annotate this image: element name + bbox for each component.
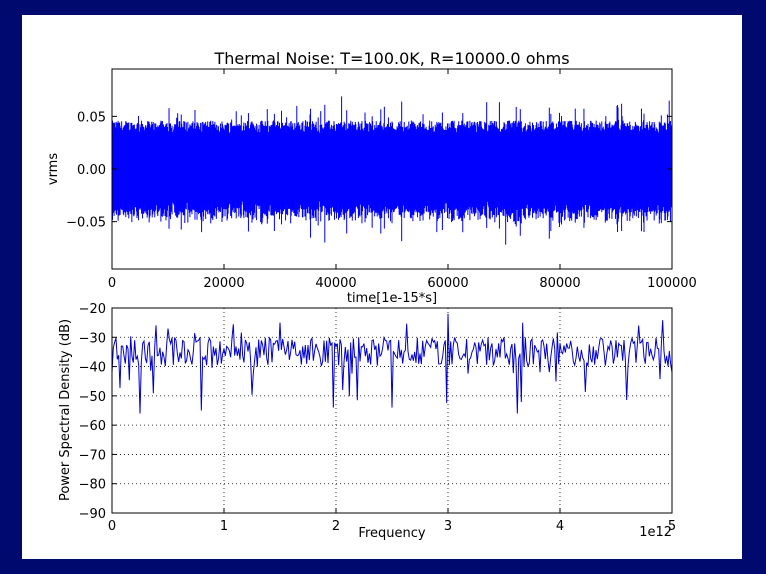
top-x-axis-label: time[1e-15*s] xyxy=(347,291,437,306)
bottom-x-tick-label: 0 xyxy=(108,519,116,534)
top-y-tick-label: −0.05 xyxy=(66,216,106,231)
chart-canvas: Thermal Noise: T=100.0K, R=10000.0 ohms … xyxy=(46,49,697,541)
bottom-axes-frame xyxy=(111,307,673,514)
bottom-y-tick-label: −70 xyxy=(79,448,106,463)
top-y-axis-label: vrms xyxy=(46,153,61,185)
top-chart-title: Thermal Noise: T=100.0K, R=10000.0 ohms xyxy=(213,49,569,68)
bottom-y-axis-label: Power Spectral Density (dB) xyxy=(58,319,73,501)
bottom-x-tick-label: 3 xyxy=(444,519,452,534)
bottom-y-ticks: −20 −30 −40 −50 −60 −70 −80 −90 xyxy=(79,302,117,522)
top-x-ticks: 0 20000 40000 60000 80000 100000 xyxy=(108,69,697,291)
top-x-tick-label: 20000 xyxy=(203,276,244,291)
bottom-y-tick-label: −20 xyxy=(79,302,106,317)
bottom-y-tick-label: −80 xyxy=(79,478,106,493)
bottom-x-tick-label: 4 xyxy=(556,519,564,534)
bottom-x-tick-label: 5 xyxy=(668,519,676,534)
psd-series-line xyxy=(112,313,672,414)
bottom-y-tick-label: −60 xyxy=(79,419,106,434)
top-x-tick-label: 40000 xyxy=(315,276,356,291)
top-x-tick-label: 100000 xyxy=(647,276,697,291)
top-x-tick-label: 80000 xyxy=(539,276,580,291)
bottom-y-tick-label: −40 xyxy=(79,361,106,376)
top-y-ticks: 0.05 0.00 −0.05 xyxy=(66,110,672,231)
top-y-tick-label: 0.05 xyxy=(77,110,106,125)
bottom-y-tick-label: −90 xyxy=(79,507,106,522)
top-y-tick-label: 0.00 xyxy=(77,163,106,178)
bottom-x-axis-label: Frequency xyxy=(358,526,425,541)
bottom-y-tick-label: −50 xyxy=(79,390,106,405)
bottom-x-ticks: 0 1 2 3 4 5 xyxy=(108,508,676,534)
top-x-tick-label: 60000 xyxy=(427,276,468,291)
bottom-x-tick-label: 2 xyxy=(332,519,340,534)
top-x-tick-label: 0 xyxy=(108,276,116,291)
bottom-x-offset-label: 1e12 xyxy=(639,525,672,540)
bottom-y-tick-label: −30 xyxy=(79,331,106,346)
bottom-x-tick-label: 1 xyxy=(220,519,228,534)
noise-series-group xyxy=(112,96,672,245)
noise-series-core xyxy=(112,137,672,201)
figure: Thermal Noise: T=100.0K, R=10000.0 ohms … xyxy=(22,15,742,559)
